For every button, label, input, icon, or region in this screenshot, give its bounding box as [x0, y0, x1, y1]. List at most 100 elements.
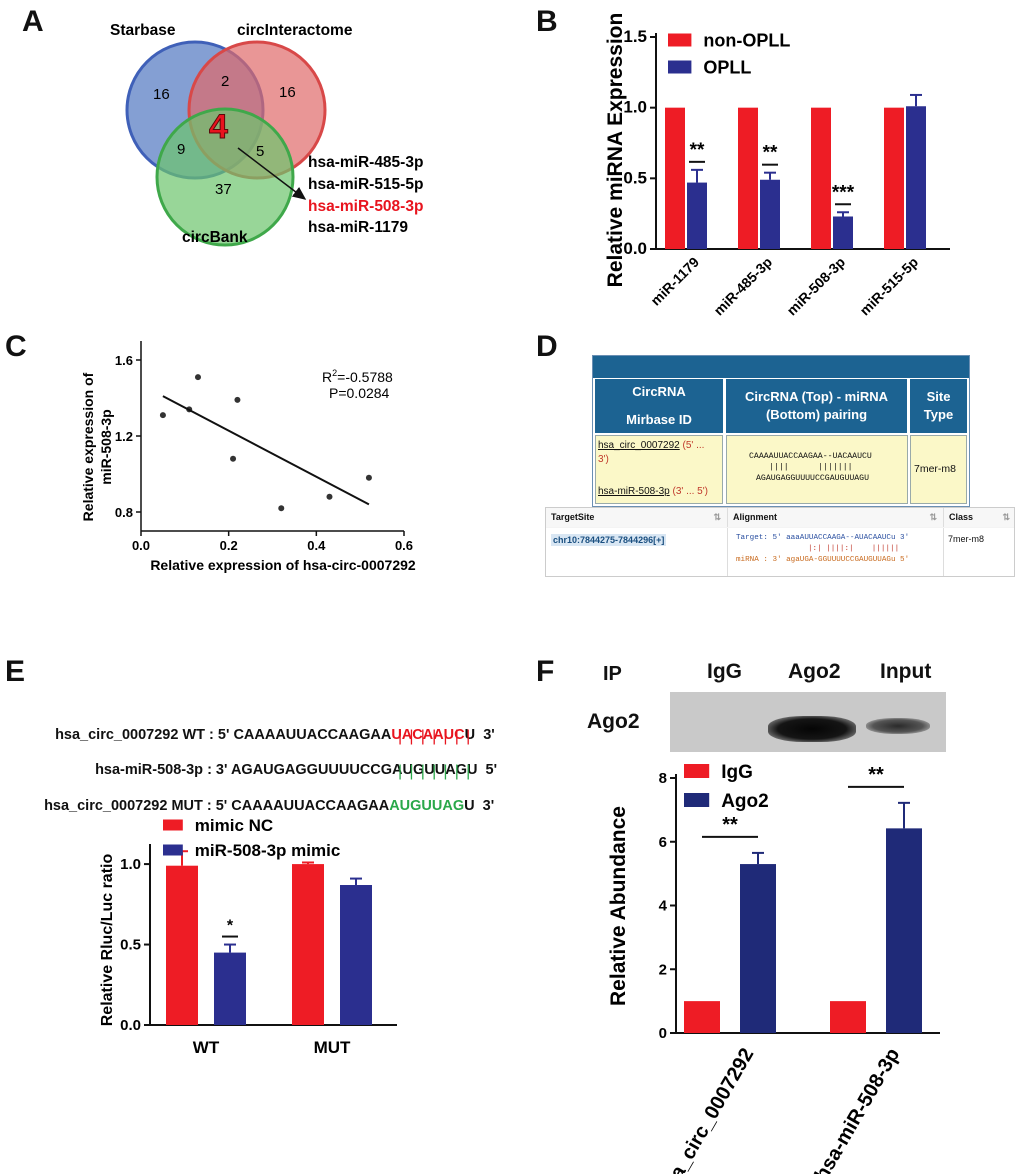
bar-ago2 [886, 828, 922, 1033]
venn-count-circinteractome-circbank: 5 [256, 143, 264, 160]
ip-label: IP [603, 663, 622, 685]
col-header-alignment[interactable]: Alignment ⇅ [728, 508, 944, 527]
significance-marker: * [227, 918, 234, 935]
cell-site-type: 7mer-m8 [910, 435, 967, 504]
venn-count-starbase-circinteractome: 2 [221, 73, 229, 90]
lane-label-igg: IgG [707, 660, 742, 683]
align-mirna: miRNA : 3' agaUGA-GGUUUUCCGAUGUUAGu 5' [736, 556, 910, 564]
venn-mirna-2: hsa-miR-515-5p [308, 176, 423, 193]
wt-seq-c: U [464, 727, 476, 743]
header-circrna: CircRNA Mirbase ID [595, 379, 723, 433]
x-tick-label: 0.2 [220, 538, 238, 553]
panel-label-b: B [536, 5, 558, 38]
venn-set-label-circbank: circBank [182, 229, 248, 246]
significance-marker: ** [868, 764, 884, 786]
header-circrna-line1: CircRNA [632, 384, 686, 399]
venn-set-label-circinteractome: circInteractome [237, 22, 353, 39]
sort-icon[interactable]: ⇅ [713, 512, 721, 522]
mut-label: hsa_circ_0007292 MUT : 5' [44, 798, 228, 814]
blot-band-input [866, 718, 930, 734]
mir-label: hsa-miR-508-3p : 3' [95, 762, 228, 778]
link-circ-id[interactable]: hsa_circ_0007292 [598, 440, 680, 451]
y-axis-label: Relative Rluc/Luc ratio [99, 854, 116, 1027]
col-header-targetsite[interactable]: TargetSite ⇅ [546, 508, 728, 527]
significance-marker: ** [722, 814, 738, 836]
mir-end: 5' [485, 762, 498, 778]
y-axis-label-line1: Relative expression of [80, 372, 96, 521]
bar-mir-508-3p-mimic [340, 885, 372, 1025]
scatter-point [365, 474, 372, 481]
cell-pairing: CAAAAUUACCAAGAA--UACAAUCU |||| ||||||| A… [726, 435, 908, 504]
wt-seq-site: UACAAUC [391, 727, 465, 743]
col-header-class[interactable]: Class ⇅ [944, 508, 1014, 527]
x-tick-label: MUT [314, 1038, 351, 1057]
venn-count-starbase-circbank: 9 [177, 141, 185, 158]
venn-count-circinteractome-only: 16 [279, 84, 296, 101]
y-tick-label: 8 [659, 770, 667, 787]
legend-label: miR-508-3p mimic [195, 841, 340, 860]
x-tick-label: hsa-miR-508-3p [811, 1045, 905, 1174]
y-tick-label: 1.6 [115, 353, 133, 368]
panel-label-d: D [536, 330, 558, 363]
bar-igg [684, 1001, 720, 1033]
link-mir-id[interactable]: hsa-miR-508-3p [598, 486, 670, 497]
p-annotation: P=0.0284 [329, 385, 390, 401]
r2-annotation: R2=-0.5788 [322, 368, 393, 385]
y-tick-label: 0 [659, 1025, 667, 1042]
sort-icon[interactable]: ⇅ [1002, 512, 1010, 522]
fit-line [162, 395, 370, 506]
x-tick-label: hsa_circ_0007292 [654, 1045, 758, 1174]
scatter-point [194, 374, 201, 381]
x-tick-label: 0.6 [395, 538, 413, 553]
circ-direction-end: 3') [598, 454, 609, 465]
western-blot-image [670, 692, 946, 752]
panel-label-e: E [5, 655, 26, 688]
y-tick-label: 1.2 [115, 429, 133, 444]
legend-swatch [684, 793, 710, 807]
y-tick-label: 0.5 [120, 937, 141, 954]
venn-mirna-4: hsa-miR-1179 [308, 219, 408, 236]
legend-swatch [684, 764, 710, 778]
cell-ids: hsa_circ_0007292 (5' ... 3') hsa-miR-508… [595, 435, 723, 504]
header-pairing: CircRNA (Top) - miRNA (Bottom) pairing [726, 379, 907, 433]
mut-seq-a: CAAAAUUACCAAGAA [231, 798, 390, 814]
panel-label-a: A [22, 5, 44, 38]
y-tick-label: 0.8 [115, 505, 133, 520]
targetsite-table: TargetSite ⇅ Alignment ⇅ Class ⇅ chr10:7… [545, 507, 1015, 577]
table-title-bar [593, 356, 969, 378]
legend-label: Ago2 [721, 791, 769, 812]
panel-label-f: F [536, 655, 555, 688]
scatter-point [234, 396, 241, 403]
y-tick-label: 6 [659, 834, 667, 851]
mut-seq-c: U [464, 798, 475, 814]
scatter-point [159, 412, 166, 419]
wt-pair-bars: ||||||| [398, 728, 478, 745]
mut-pair-bars: ||||||| [398, 763, 478, 780]
venn-set-label-starbase: Starbase [110, 22, 176, 39]
bar-mimic-nc [292, 864, 324, 1025]
header-circrna-line2: Mirbase ID [626, 412, 692, 427]
x-tick-label: 0.4 [307, 538, 326, 553]
lane-label-input: Input [880, 660, 932, 683]
x-tick-label: 0.0 [132, 538, 150, 553]
class-cell: 7mer-m8 [948, 534, 985, 544]
targetsite-link[interactable]: chr10:7844275-7844296[+] [551, 534, 667, 546]
y-tick-label: 1.0 [120, 856, 141, 873]
mut-end: 3' [482, 798, 495, 814]
wt-label: hsa_circ_0007292 WT : 5' [55, 727, 230, 743]
wt-seq-a: CAAAAUUACCAAGAA [233, 727, 392, 743]
scatter-point [326, 493, 333, 500]
venn-diagram: Starbase circInteractome circBank 16 16 … [110, 22, 423, 247]
mir-sequence-line: hsa-miR-508-3p : 3' AGAUGAGGUUUUCCGAUGUU… [87, 746, 497, 778]
circ-direction: (5' ... [682, 440, 705, 451]
pair-bot: AGAUGAGGUUUUCCGAUGUUAGU [756, 474, 870, 483]
lane-label-ago2: Ago2 [788, 660, 841, 683]
wt-end: 3' [483, 727, 495, 743]
alignment-cell: Target: 5' aaaAUUACCAAGA--AUACAAUCu 3' |… [728, 528, 944, 576]
pair-mid: |||| ||||||| [769, 463, 853, 472]
panel-label-c: C [5, 330, 27, 363]
mir-direction: (3' ... 5') [672, 486, 708, 497]
scatter-point [230, 455, 237, 462]
sort-icon[interactable]: ⇅ [929, 512, 937, 522]
header-site-line2: Type [923, 407, 954, 422]
